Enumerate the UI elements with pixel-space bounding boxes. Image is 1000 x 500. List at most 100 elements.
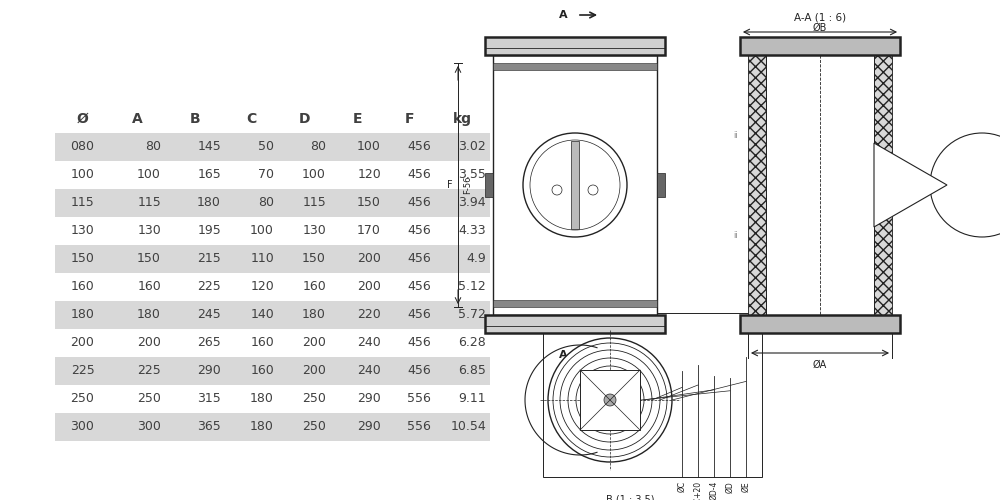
Bar — [278, 273, 330, 301]
Text: 130: 130 — [302, 224, 326, 237]
Text: 110: 110 — [250, 252, 274, 266]
Text: ØD-4: ØD-4 — [710, 481, 718, 500]
Bar — [435, 105, 490, 133]
Text: 245: 245 — [197, 308, 221, 322]
Bar — [225, 245, 278, 273]
Bar — [543, 313, 762, 477]
Bar — [385, 329, 435, 357]
Text: ØC: ØC — [678, 481, 686, 492]
Bar — [110, 273, 165, 301]
Text: 115: 115 — [71, 196, 94, 209]
Text: 556: 556 — [407, 420, 431, 434]
Bar — [225, 217, 278, 245]
Text: 100: 100 — [357, 140, 381, 153]
Bar — [165, 133, 225, 161]
Text: F: F — [405, 112, 415, 126]
Polygon shape — [874, 143, 947, 227]
Text: 3.94: 3.94 — [458, 196, 486, 209]
Text: 6.85: 6.85 — [458, 364, 486, 378]
Bar — [278, 245, 330, 273]
Bar — [435, 217, 490, 245]
Text: ii: ii — [734, 130, 738, 140]
Bar — [330, 161, 385, 189]
Bar — [493, 300, 657, 307]
Circle shape — [588, 185, 598, 195]
Text: 180: 180 — [250, 420, 274, 434]
Text: 265: 265 — [197, 336, 221, 349]
Circle shape — [930, 133, 1000, 237]
Text: 200: 200 — [302, 336, 326, 349]
Bar — [740, 315, 900, 333]
Bar — [55, 357, 110, 385]
Text: B (1 : 3.5): B (1 : 3.5) — [606, 494, 654, 500]
Bar — [874, 55, 892, 315]
Bar — [55, 189, 110, 217]
Text: 250: 250 — [137, 392, 161, 406]
Text: ØC+20: ØC+20 — [694, 481, 702, 500]
Text: 150: 150 — [137, 252, 161, 266]
Text: 170: 170 — [357, 224, 381, 237]
Bar — [110, 217, 165, 245]
Bar — [110, 161, 165, 189]
Bar — [435, 385, 490, 413]
Bar — [385, 133, 435, 161]
Text: 160: 160 — [137, 280, 161, 293]
Bar — [493, 55, 657, 315]
Bar — [330, 133, 385, 161]
Bar — [165, 245, 225, 273]
Text: 160: 160 — [71, 280, 94, 293]
Text: 80: 80 — [145, 140, 161, 153]
Bar — [278, 105, 330, 133]
Text: 315: 315 — [197, 392, 221, 406]
Bar — [385, 413, 435, 441]
Bar — [435, 245, 490, 273]
Circle shape — [552, 185, 562, 195]
Bar — [278, 161, 330, 189]
Text: 250: 250 — [302, 392, 326, 406]
Bar — [55, 273, 110, 301]
Text: 200: 200 — [71, 336, 94, 349]
Bar — [330, 329, 385, 357]
Text: 365: 365 — [197, 420, 221, 434]
Text: Ø: Ø — [77, 112, 88, 126]
Text: 456: 456 — [407, 336, 431, 349]
Text: 4.33: 4.33 — [458, 224, 486, 237]
Text: 180: 180 — [250, 392, 274, 406]
Text: 150: 150 — [302, 252, 326, 266]
Bar — [385, 357, 435, 385]
Text: 290: 290 — [197, 364, 221, 378]
Text: 3.02: 3.02 — [458, 140, 486, 153]
Bar — [435, 301, 490, 329]
Bar — [55, 217, 110, 245]
Text: 130: 130 — [137, 224, 161, 237]
Text: 080: 080 — [70, 140, 94, 153]
Bar — [278, 189, 330, 217]
Bar — [493, 63, 657, 70]
Circle shape — [530, 140, 620, 230]
Bar — [435, 189, 490, 217]
Text: 30: 30 — [540, 316, 552, 324]
Text: 225: 225 — [197, 280, 221, 293]
Text: 115: 115 — [302, 196, 326, 209]
Circle shape — [548, 338, 672, 462]
Bar — [485, 315, 665, 333]
Bar — [165, 329, 225, 357]
Bar — [110, 301, 165, 329]
Bar — [580, 370, 640, 430]
Bar — [55, 385, 110, 413]
Bar — [165, 105, 225, 133]
Bar — [165, 413, 225, 441]
Text: 165: 165 — [197, 168, 221, 181]
Text: 160: 160 — [250, 364, 274, 378]
Text: F-56: F-56 — [464, 176, 473, 194]
Bar — [225, 189, 278, 217]
Bar — [435, 413, 490, 441]
Text: 290: 290 — [357, 392, 381, 406]
Bar — [385, 105, 435, 133]
Text: 456: 456 — [407, 140, 431, 153]
Text: E: E — [353, 112, 362, 126]
Bar — [55, 133, 110, 161]
Text: 300: 300 — [71, 420, 94, 434]
Bar — [165, 273, 225, 301]
Text: 456: 456 — [407, 252, 431, 266]
